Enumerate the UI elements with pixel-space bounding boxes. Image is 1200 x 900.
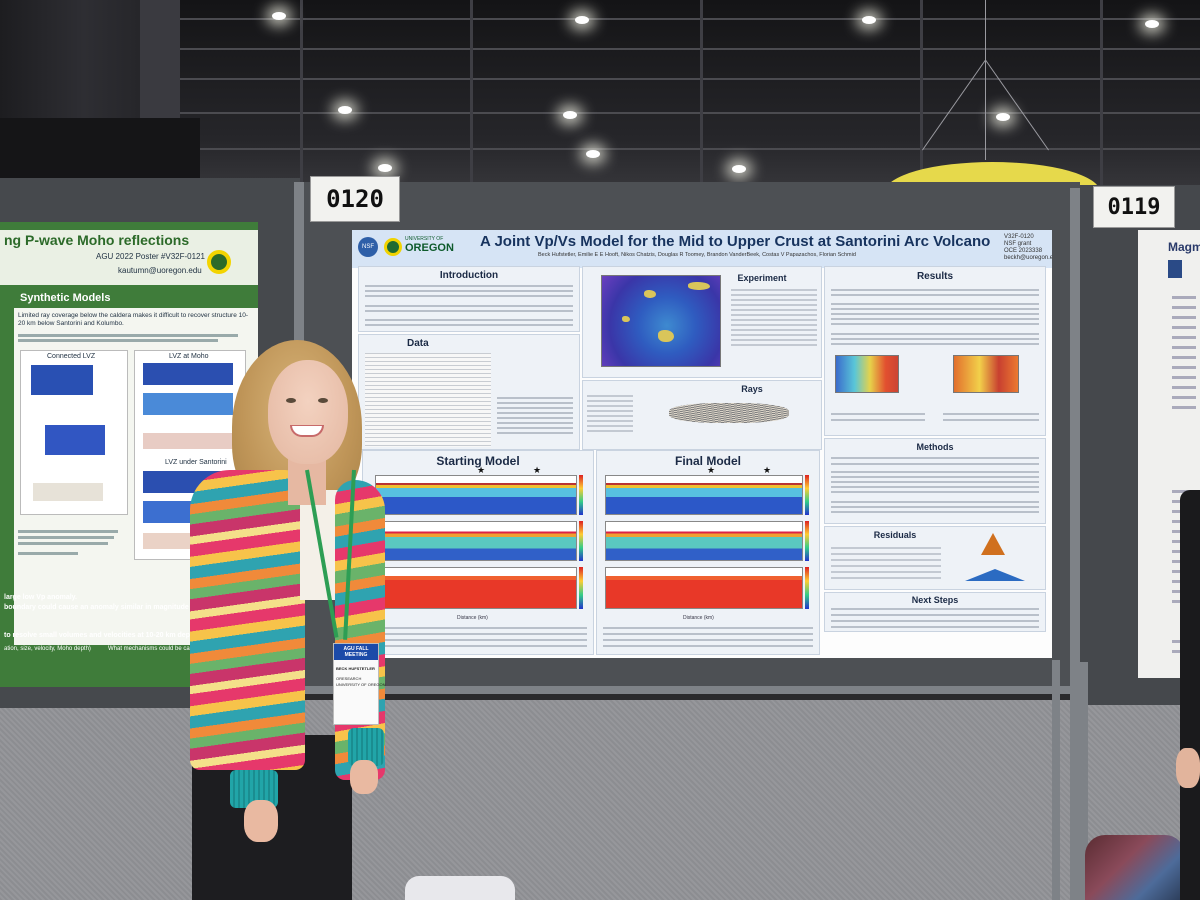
convention-hall-ceiling bbox=[0, 0, 1200, 200]
visitor-hand bbox=[1176, 748, 1200, 788]
balcony-ledge bbox=[0, 118, 200, 178]
left-poster-bullet: Limited ray coverage below the caldera m… bbox=[18, 312, 249, 327]
section-heading: Introduction bbox=[439, 270, 499, 281]
section-heading: Starting Model bbox=[436, 454, 520, 468]
section-heading: Data bbox=[407, 338, 429, 349]
oregon-logo-icon bbox=[384, 238, 402, 256]
introduction-box: Introduction bbox=[358, 266, 580, 332]
left-poster-id: AGU 2022 Poster #V32F-0121 bbox=[96, 252, 205, 261]
data-box: Data bbox=[358, 334, 580, 450]
board-leg bbox=[1052, 660, 1060, 900]
results-figure bbox=[835, 355, 899, 393]
left-poster-text: boundary could cause an anomaly similar … bbox=[4, 604, 204, 611]
section-heading: Methods bbox=[916, 442, 954, 452]
university-logo-icon bbox=[1168, 260, 1182, 278]
section-heading: Experiment bbox=[737, 273, 787, 283]
left-poster-header: ng P-wave Moho reflections AGU 2022 Post… bbox=[0, 230, 258, 285]
main-poster-authors: Beck Hufstetler, Emilie E E Hooft, Nikos… bbox=[538, 252, 856, 258]
carpet-floor bbox=[0, 700, 1200, 900]
badge-header: AGU FALL MEETING bbox=[334, 644, 378, 660]
velocity-section bbox=[605, 475, 803, 515]
left-poster-text: What mechanisms could be cause bbox=[108, 646, 200, 652]
ray-coverage-plot bbox=[669, 403, 789, 423]
badge-affiliation: UNIVERSITY OF OREGON bbox=[336, 682, 386, 687]
board-leg bbox=[1080, 662, 1088, 900]
experiment-box: Experiment bbox=[582, 266, 822, 378]
board-rail bbox=[300, 686, 1080, 694]
starting-model-box: Starting Model ★ ★ Distance (km) bbox=[362, 450, 594, 655]
left-poster-text: to resolve small volumes and velocities … bbox=[4, 632, 218, 639]
left-poster-figure: Connected LVZ bbox=[20, 350, 128, 515]
section-heading: Residuals bbox=[873, 530, 917, 540]
residual-histogram bbox=[981, 533, 1005, 555]
main-poster-title: A Joint Vp/Vs Model for the Mid to Upper… bbox=[480, 233, 991, 250]
main-poster-id: V32F-0120 NSF grant OCE 2023338 beckh@uo… bbox=[1004, 234, 1052, 262]
axis-label: Distance (km) bbox=[683, 615, 714, 621]
nsf-logo-icon: NSF bbox=[358, 237, 378, 257]
figure-label: LVZ under Santorini bbox=[165, 459, 227, 466]
left-poster-email: kautumn@uoregon.edu bbox=[118, 266, 202, 275]
backpack bbox=[1085, 835, 1185, 900]
visitor-figure bbox=[1180, 490, 1200, 900]
poster-id-line: beckh@uoregon.edu bbox=[1004, 255, 1052, 261]
university-label: UNIVERSITY OF bbox=[405, 236, 444, 242]
axis-label: Distance (km) bbox=[457, 615, 488, 621]
foreground-object bbox=[405, 876, 515, 900]
section-heading: Rays bbox=[741, 384, 763, 394]
poster-id-line: V32F-0120 bbox=[1004, 234, 1034, 240]
booth-number-card: 0119 bbox=[1093, 186, 1175, 228]
section-heading: Next Steps bbox=[911, 595, 959, 605]
presenter-cardigan bbox=[190, 470, 305, 770]
hand bbox=[244, 800, 278, 842]
residuals-box: Residuals bbox=[824, 526, 1046, 590]
left-poster-body: Synthetic Models Limited ray coverage be… bbox=[14, 290, 258, 645]
oregon-label: OREGON bbox=[405, 242, 454, 254]
poster-id-line: NSF grant bbox=[1004, 241, 1032, 247]
velocity-section bbox=[375, 475, 577, 515]
left-poster: ng P-wave Moho reflections AGU 2022 Post… bbox=[0, 222, 258, 687]
final-model-box: Final Model ★ ★ Distance (km) bbox=[596, 450, 820, 655]
main-poster-header: NSF UNIVERSITY OF OREGON A Joint Vp/Vs M… bbox=[352, 230, 1052, 268]
left-poster-text: large low Vp anomaly. bbox=[4, 594, 78, 601]
rays-box: Rays bbox=[582, 380, 822, 450]
velocity-section bbox=[375, 521, 577, 561]
study-area-map bbox=[601, 275, 721, 367]
velocity-section bbox=[375, 567, 577, 609]
sleeve-cuff bbox=[348, 728, 384, 766]
eye bbox=[286, 398, 296, 403]
results-figure bbox=[953, 355, 1019, 393]
results-box: Results bbox=[824, 266, 1046, 436]
residual-histogram bbox=[965, 569, 1025, 581]
eye bbox=[318, 398, 328, 403]
left-poster-title: ng P-wave Moho reflections bbox=[4, 232, 190, 248]
hand bbox=[350, 760, 378, 794]
section-heading: Final Model bbox=[675, 454, 741, 468]
name-badge: AGU FALL MEETING BECK HUFSTETLER ORESEAR… bbox=[333, 643, 386, 725]
badge-affiliation: ORESEARCH bbox=[336, 676, 362, 681]
figure-label: Connected LVZ bbox=[47, 353, 96, 360]
methods-box: Methods bbox=[824, 438, 1046, 524]
next-steps-box: Next Steps bbox=[824, 592, 1046, 632]
main-poster: NSF UNIVERSITY OF OREGON A Joint Vp/Vs M… bbox=[352, 230, 1052, 658]
right-poster-title: Magm bbox=[1168, 240, 1200, 254]
booth-number-card: 0120 bbox=[310, 176, 400, 222]
figure-label: LVZ at Moho bbox=[169, 353, 209, 360]
left-poster-section-header: Synthetic Models bbox=[14, 290, 258, 308]
badge-name: BECK HUFSTETLER bbox=[336, 666, 375, 671]
oregon-logo-icon bbox=[207, 250, 231, 274]
presenter-face bbox=[268, 360, 348, 464]
poster-id-line: OCE 2023338 bbox=[1004, 248, 1043, 254]
left-poster-text: ation, size, velocity, Moho depth) bbox=[4, 646, 91, 652]
velocity-section bbox=[605, 567, 803, 609]
section-heading: Results bbox=[916, 271, 954, 282]
board-post bbox=[1070, 188, 1080, 900]
velocity-section bbox=[605, 521, 803, 561]
